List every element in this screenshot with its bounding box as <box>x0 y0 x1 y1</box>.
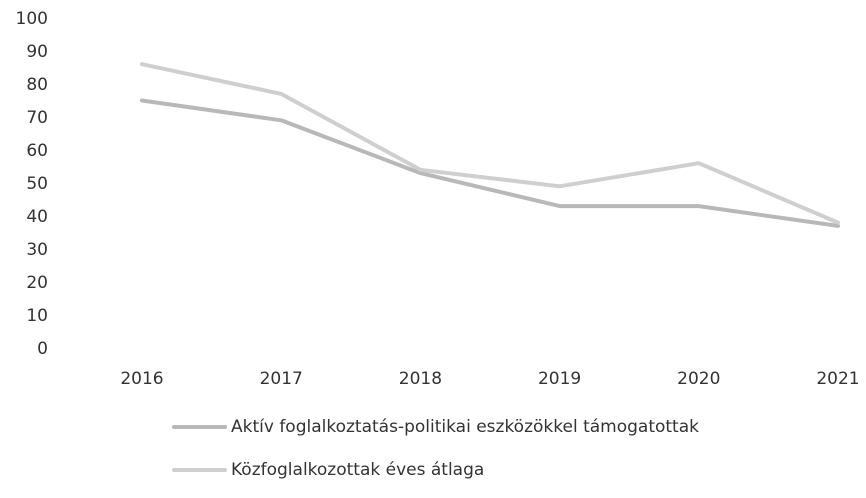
line-chart: 0 10 20 30 40 50 60 70 80 90 100 2016 2017 2018 2019 20… <box>16 9 860 389</box>
legend-label-aktiv: Aktív foglalkoztatás-politikai eszközökk… <box>231 417 699 437</box>
series-line-0 <box>140 98 840 228</box>
y-tick-label: 100 <box>16 9 48 29</box>
y-tick-label: 50 <box>26 174 48 194</box>
series-line-1 <box>140 62 840 225</box>
x-tick-label: 2021 <box>816 369 859 389</box>
legend-swatch-kozfoglalkozottak <box>172 468 227 472</box>
x-tick-label: 2018 <box>399 369 442 389</box>
y-tick-label: 80 <box>26 75 48 95</box>
x-tick-label: 2017 <box>260 369 303 389</box>
y-tick-label: 30 <box>26 240 48 260</box>
x-tick-label: 2020 <box>677 369 720 389</box>
legend-item-aktiv: Aktív foglalkoztatás-politikai eszközökk… <box>172 412 699 442</box>
y-tick-label: 10 <box>26 306 48 326</box>
legend-swatch-aktiv <box>172 425 227 429</box>
y-tick-label: 90 <box>26 42 48 62</box>
y-tick-label: 0 <box>37 339 48 359</box>
x-tick-label: 2019 <box>538 369 581 389</box>
legend-label-kozfoglalkozottak: Közfoglalkozottak éves átlaga <box>231 460 485 480</box>
y-tick-label: 60 <box>26 141 48 161</box>
y-tick-label: 40 <box>26 207 48 227</box>
y-tick-label: 20 <box>26 273 48 293</box>
legend-item-kozfoglalkozottak: Közfoglalkozottak éves átlaga <box>172 455 699 485</box>
x-tick-label: 2016 <box>120 369 163 389</box>
chart-legend: Aktív foglalkoztatás-politikai eszközökk… <box>172 412 699 498</box>
y-tick-label: 70 <box>26 108 48 128</box>
